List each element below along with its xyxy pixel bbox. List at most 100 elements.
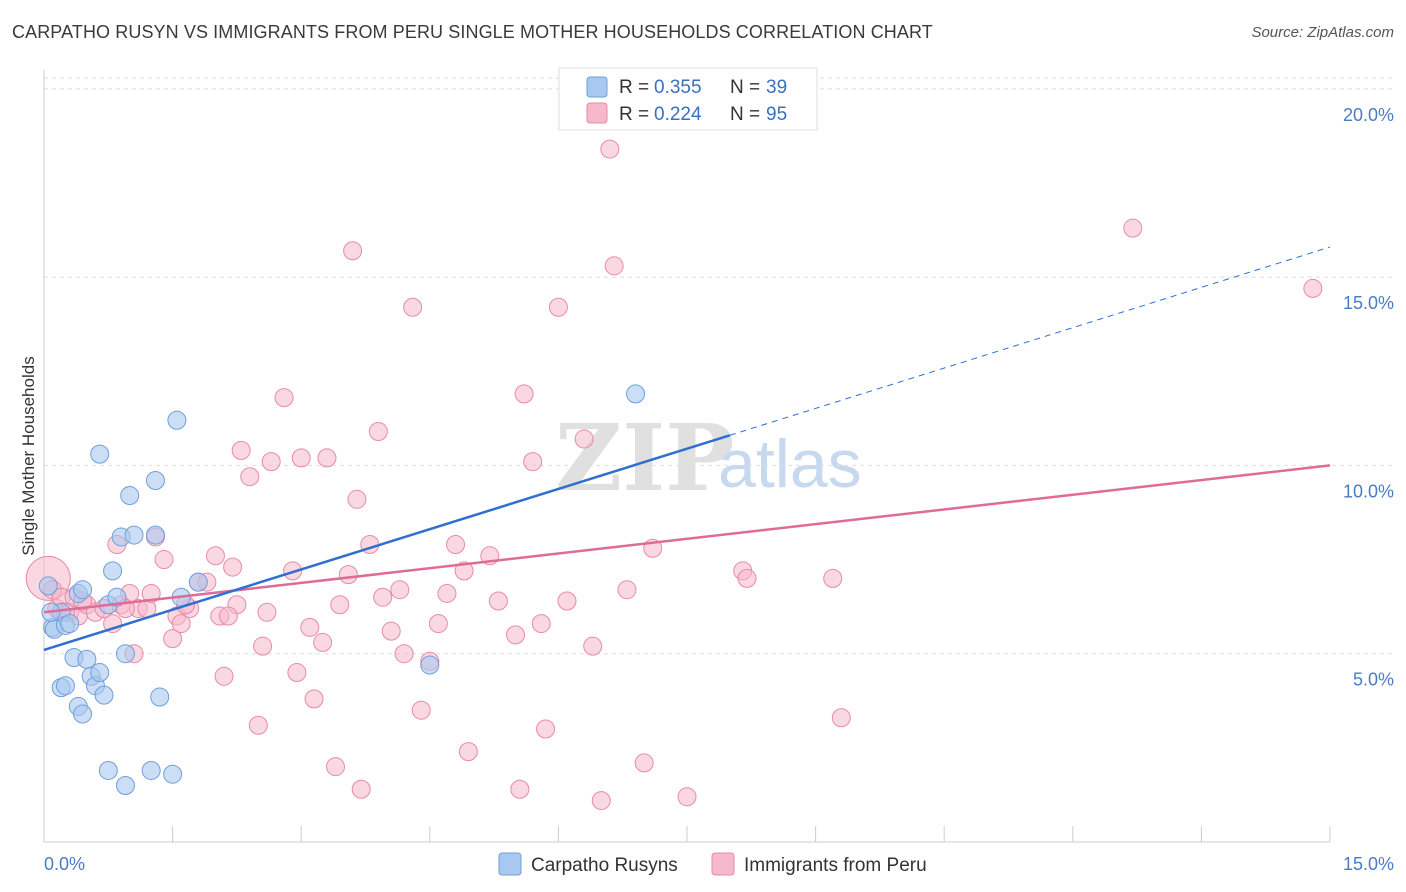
bottom-legend-label-peru: Immigrants from Peru (744, 855, 927, 876)
data-point-peru (338, 565, 358, 585)
data-point-rusyn (90, 444, 110, 464)
data-point-peru (428, 614, 448, 634)
data-point-peru (351, 779, 371, 799)
data-point-peru (373, 587, 393, 607)
data-point-peru (253, 636, 273, 656)
data-point-peru (154, 550, 174, 570)
y-tick-label: 5.0% (1353, 670, 1394, 690)
bottom-legend-swatch-peru (711, 852, 735, 876)
data-point-peru (1303, 278, 1323, 298)
data-point-peru (446, 534, 466, 554)
legend-r-value-rusyn: 0.355 (654, 77, 702, 98)
data-point-peru (343, 241, 363, 261)
data-point-peru (317, 448, 337, 468)
data-point-peru (141, 583, 161, 603)
data-point-peru (330, 595, 350, 615)
data-point-peru (325, 757, 345, 777)
data-point-peru (381, 621, 401, 641)
data-point-peru (257, 602, 277, 622)
chart-title: CARPATHO RUSYN VS IMMIGRANTS FROM PERU S… (12, 22, 933, 42)
data-point-rusyn (115, 776, 135, 796)
data-point-peru (437, 583, 457, 603)
data-point-rusyn (73, 580, 93, 600)
trend-lines (43, 246, 1331, 652)
data-point-peru (488, 591, 508, 611)
data-point-peru (634, 753, 654, 773)
data-point-peru (536, 719, 556, 739)
data-point-peru (368, 422, 388, 442)
bottom-legend-swatch-rusyn (498, 852, 522, 876)
data-point-peru (304, 689, 324, 709)
data-point-peru (218, 606, 238, 626)
y-tick-label: 10.0% (1343, 481, 1394, 501)
data-point-peru (583, 636, 603, 656)
data-point-peru (677, 787, 697, 807)
trend-line-rusyn (43, 434, 731, 652)
data-point-peru (514, 384, 534, 404)
data-point-peru (403, 297, 423, 317)
data-point-peru (231, 440, 251, 460)
data-point-peru (390, 580, 410, 600)
data-point-peru (248, 715, 268, 735)
data-point-peru (287, 663, 307, 683)
trend-line-rusyn-extension (729, 246, 1331, 436)
data-point-peru (557, 591, 577, 611)
bottom-legend: Carpatho Rusyns Immigrants from Peru (498, 852, 927, 876)
data-point-peru (300, 617, 320, 637)
data-point-peru (240, 467, 260, 487)
legend: R = 0.355 N = 39 R = 0.224 N = 95 (558, 67, 818, 131)
data-point-peru (454, 561, 474, 581)
y-tick-label: 20.0% (1343, 105, 1394, 125)
data-point-peru (600, 139, 620, 159)
data-point-peru (291, 448, 311, 468)
data-point-rusyn (145, 470, 165, 490)
data-point-rusyn (115, 644, 135, 664)
data-point-peru (604, 256, 624, 276)
x-tick-label: 15.0% (1343, 854, 1394, 874)
data-point-peru (163, 629, 183, 649)
legend-n-label-peru: N = (730, 104, 760, 125)
data-point-peru (617, 580, 637, 600)
legend-n-value-peru: 95 (766, 104, 787, 125)
chart-source: Source: ZipAtlas.com (1251, 24, 1394, 41)
data-point-peru (214, 666, 234, 686)
data-point-peru (831, 708, 851, 728)
data-point-rusyn (38, 576, 58, 596)
data-point-peru (171, 614, 191, 634)
data-point-peru (510, 779, 530, 799)
legend-r-label-rusyn: R = (619, 77, 649, 98)
data-point-rusyn (103, 561, 123, 581)
legend-swatch-rusyn (586, 76, 608, 98)
x-tick-label: 0.0% (44, 854, 85, 874)
data-point-peru (591, 791, 611, 811)
data-point-peru (274, 388, 294, 408)
data-point-peru (523, 452, 543, 472)
data-point-rusyn (163, 764, 183, 784)
y-tick-label: 15.0% (1343, 293, 1394, 313)
data-point-rusyn (141, 760, 161, 780)
data-point-rusyn (167, 410, 187, 430)
data-point-rusyn (420, 655, 440, 675)
data-point-peru (394, 644, 414, 664)
data-point-rusyn (188, 572, 208, 592)
data-point-peru (548, 297, 568, 317)
data-point-rusyn (98, 760, 118, 780)
data-point-rusyn (94, 685, 114, 705)
bottom-legend-label-rusyn: Carpatho Rusyns (531, 855, 678, 876)
data-point-rusyn (124, 525, 144, 545)
legend-n-value-rusyn: 39 (766, 77, 787, 98)
y-axis-label: Single Mother Households (19, 356, 38, 555)
watermark-zip: ZIP (555, 404, 734, 512)
data-point-peru (261, 452, 281, 472)
data-point-rusyn (60, 614, 80, 634)
data-point-peru (531, 614, 551, 634)
data-point-rusyn (73, 704, 93, 724)
data-point-rusyn (90, 663, 110, 683)
legend-r-value-peru: 0.224 (654, 104, 702, 125)
data-point-rusyn (150, 687, 170, 707)
legend-swatch-peru (586, 102, 608, 124)
grid-lines: 5.0% 10.0% 15.0% 20.0% (44, 77, 1394, 690)
data-point-rusyn (55, 676, 75, 696)
legend-n-label-rusyn: N = (730, 77, 760, 98)
